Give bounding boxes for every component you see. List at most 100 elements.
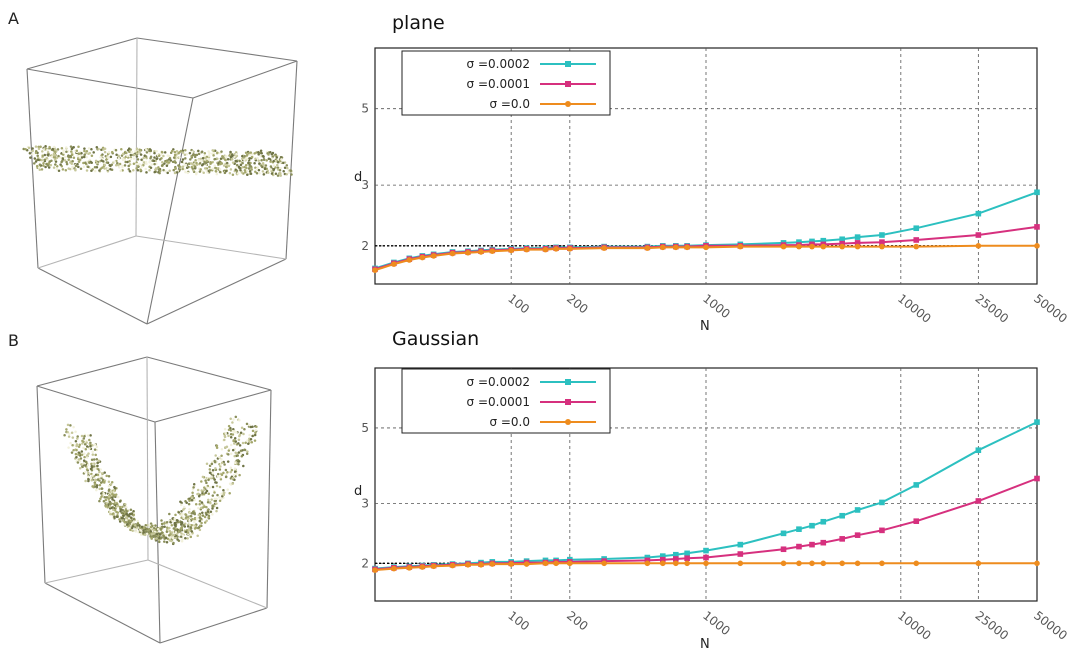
cloud-point xyxy=(195,173,198,176)
cloud-point xyxy=(231,153,234,156)
cloud-point xyxy=(99,484,102,487)
data-point xyxy=(1034,419,1040,425)
cloud-point xyxy=(158,172,161,175)
cube-edge xyxy=(267,390,271,608)
data-point xyxy=(684,551,690,557)
cloud-point xyxy=(100,159,103,162)
data-point xyxy=(431,253,437,259)
data-point xyxy=(781,546,787,552)
cloud-point xyxy=(182,516,185,519)
cloud-point xyxy=(225,170,228,173)
cloud-point xyxy=(257,151,260,154)
cloud-point xyxy=(166,164,169,167)
legend-label: σ =0.0001 xyxy=(467,395,530,409)
cloud-point xyxy=(79,156,82,159)
cloud-point xyxy=(64,156,67,159)
cube-edge xyxy=(147,357,271,390)
cloud-point xyxy=(228,492,231,495)
data-point xyxy=(738,244,744,250)
cloud-point xyxy=(221,474,224,477)
cloud-point xyxy=(290,169,293,172)
cloud-point xyxy=(229,483,232,486)
cloud-point xyxy=(107,497,110,500)
cloud-point xyxy=(273,164,276,167)
cloud-point xyxy=(264,168,267,171)
cloud-point xyxy=(138,149,141,152)
data-point xyxy=(372,567,378,573)
cloud-point xyxy=(237,463,240,466)
cloud-point xyxy=(155,150,158,153)
cloud-point xyxy=(284,166,287,169)
cloud-point xyxy=(227,460,230,463)
cloud-point xyxy=(171,531,174,534)
cloud-point xyxy=(168,530,171,533)
legend-label: σ =0.0002 xyxy=(467,57,530,71)
data-point xyxy=(1034,243,1040,249)
cloud-point xyxy=(212,472,215,475)
cloud-point xyxy=(207,516,210,519)
cloud-point xyxy=(112,509,115,512)
data-point xyxy=(976,232,982,238)
cloud-point xyxy=(172,537,175,540)
cloud-point xyxy=(178,151,181,154)
data-point xyxy=(543,247,549,253)
cloud-point xyxy=(146,151,149,154)
cloud-point xyxy=(227,453,230,456)
cloud-point xyxy=(108,480,111,483)
cloud-point xyxy=(211,149,214,152)
cloud-point xyxy=(219,465,222,468)
cloud-point xyxy=(230,444,233,447)
cloud-point xyxy=(211,513,214,516)
cloud-point xyxy=(115,493,118,496)
y-tick-labels: 2 3 5 xyxy=(361,421,369,570)
cloud-point xyxy=(111,481,114,484)
cloud-point xyxy=(129,513,132,516)
cloud-point xyxy=(81,466,84,469)
cloud-point xyxy=(128,515,131,518)
cube-edge xyxy=(147,259,286,324)
cloud-point xyxy=(236,164,239,167)
cloud-point xyxy=(71,166,74,169)
data-point xyxy=(645,245,651,251)
cloud-point xyxy=(98,500,101,503)
data-point xyxy=(465,250,471,256)
cloud-point xyxy=(83,452,86,455)
cloud-point xyxy=(88,447,91,450)
cloud-point xyxy=(167,154,170,157)
cloud-point xyxy=(120,170,123,173)
cloud-point xyxy=(103,471,106,474)
cloud-point xyxy=(103,493,106,496)
cloud-point xyxy=(65,146,68,149)
cloud-point xyxy=(75,449,78,452)
cloud-point xyxy=(210,498,213,501)
cloud-point xyxy=(85,448,88,451)
cloud-point xyxy=(209,486,212,489)
cloud-point xyxy=(271,172,274,175)
cloud-point xyxy=(75,445,78,448)
cloud-point xyxy=(166,531,169,534)
cloud-point xyxy=(65,169,68,172)
cloud-point xyxy=(101,475,104,478)
cloud-point xyxy=(234,451,237,454)
cloud-point xyxy=(235,440,238,443)
data-point xyxy=(391,566,397,572)
cloud-point xyxy=(153,152,156,155)
data-point xyxy=(820,519,826,525)
cloud-point xyxy=(96,465,99,468)
cloud-point xyxy=(199,529,202,532)
data-point xyxy=(489,248,495,254)
cloud-point xyxy=(67,167,70,170)
cloud-point xyxy=(65,150,68,153)
cube-edge-hidden xyxy=(45,560,148,583)
cloud-point xyxy=(216,445,219,448)
cloud-point xyxy=(201,164,204,167)
cloud-point xyxy=(75,440,78,443)
cloud-point xyxy=(103,481,106,484)
cloud-point xyxy=(223,463,226,466)
y-tick-label: 2 xyxy=(361,239,369,253)
cloud-point xyxy=(99,468,102,471)
cloud-point xyxy=(158,155,161,158)
cloud-point xyxy=(172,161,175,164)
cloud-point xyxy=(109,165,112,168)
cloud-point xyxy=(160,519,163,522)
